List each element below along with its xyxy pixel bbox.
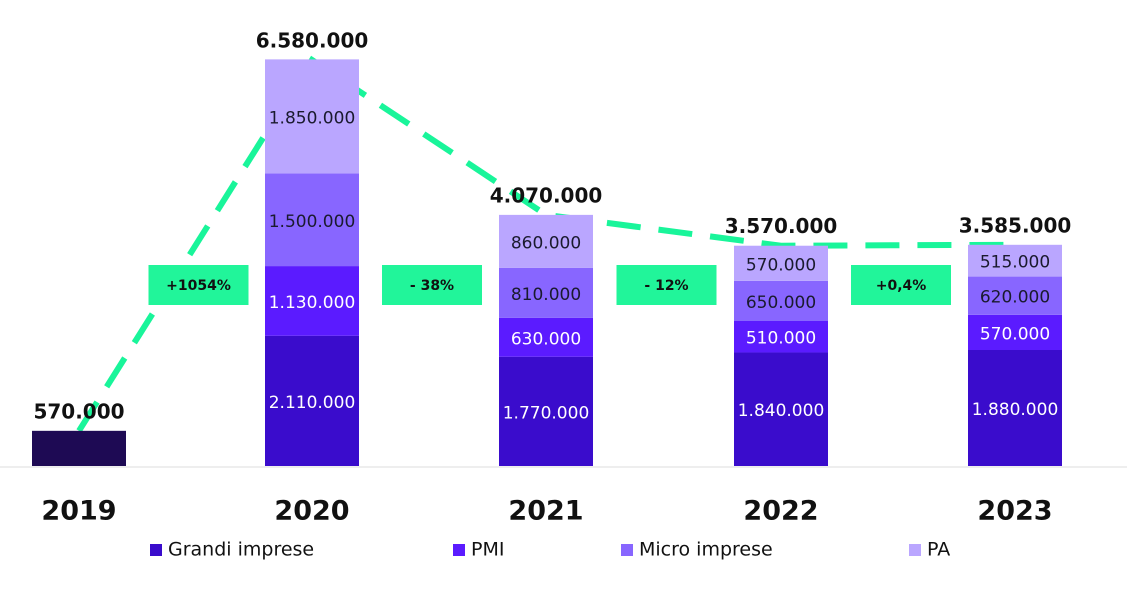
total-bar — [32, 430, 126, 466]
total-label: 3.570.000 — [725, 214, 838, 238]
bar-segment — [265, 335, 359, 466]
bar-segment — [968, 244, 1062, 277]
total-line — [76, 55, 1016, 433]
change-box — [851, 265, 951, 305]
change-label: +0,4% — [876, 278, 927, 294]
bar-segment — [734, 245, 828, 281]
legend-label: PMI — [471, 539, 504, 561]
bar-segment — [968, 314, 1062, 350]
legend-swatch — [909, 544, 921, 556]
segment-label: 1.770.000 — [503, 403, 590, 423]
legend-label: Micro imprese — [639, 539, 773, 561]
segment-label: 570.000 — [980, 324, 1050, 344]
bar-segment — [499, 356, 593, 466]
bar-segment — [734, 321, 828, 353]
segment-label: 1.840.000 — [738, 401, 825, 421]
segment-label: 620.000 — [980, 288, 1050, 308]
bar-segment — [734, 352, 828, 466]
total-label: 6.580.000 — [256, 29, 369, 53]
segment-label: 1.850.000 — [269, 108, 356, 128]
total-label: 570.000 — [33, 399, 124, 423]
segment-label: 1.130.000 — [269, 293, 356, 313]
x-tick-label: 2022 — [743, 496, 818, 527]
x-tick-label: 2019 — [41, 496, 116, 527]
segment-label: 1.880.000 — [972, 400, 1059, 420]
segment-label: 515.000 — [980, 253, 1050, 273]
bar-segment — [734, 280, 828, 321]
segment-label: 630.000 — [511, 329, 581, 349]
bar-segment — [499, 317, 593, 357]
bar-segment — [499, 267, 593, 318]
bar-segment — [968, 350, 1062, 466]
segment-label: 2.110.000 — [269, 393, 356, 413]
bar-segment — [968, 276, 1062, 315]
bar-segment — [265, 266, 359, 336]
x-tick-label: 2023 — [977, 496, 1052, 527]
segment-label: 1.500.000 — [269, 212, 356, 232]
legend-label: PA — [927, 539, 950, 561]
change-label: - 38% — [410, 278, 454, 294]
change-box — [382, 265, 482, 305]
legend-swatch — [453, 544, 465, 556]
total-label: 4.070.000 — [490, 183, 603, 207]
change-label: +1054% — [166, 278, 231, 294]
change-box — [616, 265, 717, 305]
segment-label: 650.000 — [746, 293, 816, 313]
segment-label: 570.000 — [746, 255, 816, 275]
segment-label: 810.000 — [511, 285, 581, 305]
legend-swatch — [621, 544, 633, 556]
bar-segment — [265, 173, 359, 267]
segment-label: 510.000 — [746, 329, 816, 349]
legend-label: Grandi imprese — [168, 539, 314, 561]
change-box — [148, 265, 249, 305]
segment-label: 860.000 — [511, 233, 581, 253]
x-tick-label: 2020 — [274, 496, 349, 527]
legend-swatch — [150, 544, 162, 556]
x-tick-label: 2021 — [508, 496, 583, 527]
total-label: 3.585.000 — [959, 213, 1072, 237]
bar-segment — [265, 59, 359, 174]
bar-segment — [499, 214, 593, 268]
change-label: - 12% — [644, 278, 688, 294]
